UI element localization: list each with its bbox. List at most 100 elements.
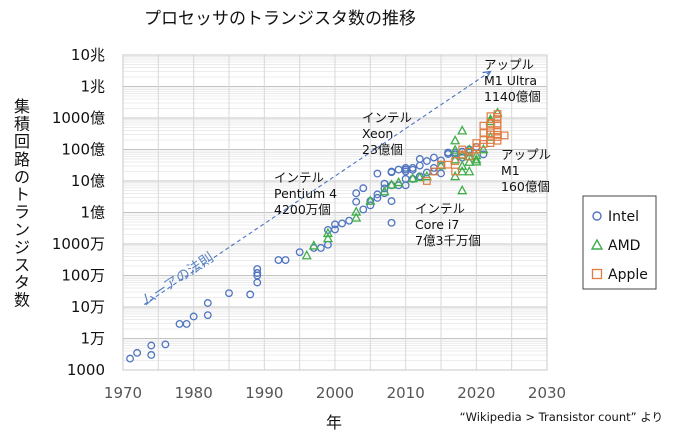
- legend-amd-marker: [590, 238, 604, 250]
- amd-point: [478, 143, 489, 154]
- chip-annotation: インテル Core i7 7億3千万個: [415, 201, 481, 248]
- amd-point: [351, 212, 362, 222]
- y-tick-label: 1000億: [52, 109, 105, 127]
- intel-point: [387, 218, 396, 227]
- apple-point: [451, 167, 460, 176]
- amd-point: [457, 149, 468, 160]
- apple-point: [472, 145, 481, 154]
- y-axis-title-char: 路: [14, 150, 30, 169]
- chip-annotation-line: 23億個: [362, 142, 403, 157]
- apple-point: [422, 177, 431, 185]
- amd-point: [351, 206, 362, 216]
- apple-point: [430, 167, 438, 176]
- amd-point: [301, 249, 312, 260]
- y-axis-title-char: タ: [14, 273, 30, 292]
- intel-point: [189, 312, 198, 321]
- intel-point: [253, 265, 262, 274]
- amd-point: [464, 165, 475, 176]
- intel-point: [359, 184, 368, 193]
- intel-point: [429, 153, 438, 162]
- y-axis-title-char: ジ: [14, 238, 30, 257]
- amd-point: [308, 240, 319, 250]
- intel-point: [437, 156, 445, 165]
- x-axis-title: 年: [326, 413, 342, 432]
- amd-point: [379, 185, 390, 196]
- intel-point: [373, 169, 382, 178]
- apple-point: [500, 131, 509, 140]
- amd-point: [450, 153, 461, 164]
- amd-point: [365, 195, 376, 205]
- y-axis-title-char: 積: [14, 115, 30, 134]
- amd-point: [457, 160, 468, 170]
- amd-point: [322, 232, 334, 243]
- y-tick-label: 1兆: [80, 78, 105, 96]
- y-tick-label: 100万: [61, 267, 105, 285]
- amd-point: [471, 149, 482, 160]
- y-axis-title-char: ス: [14, 255, 30, 274]
- chip-annotation-line: Pentium 4: [274, 186, 337, 201]
- y-tick-label: 10兆: [71, 46, 105, 64]
- intel-point: [147, 341, 156, 350]
- y-tick-label: 1億: [80, 204, 105, 222]
- chip-annotation-line: 7億3千万個: [415, 233, 481, 248]
- intel-point: [422, 157, 431, 165]
- amd-point: [386, 179, 397, 189]
- amd-point: [464, 156, 475, 166]
- legend-intel-marker: [592, 211, 602, 221]
- intel-point: [479, 150, 488, 159]
- y-tick-label: 100億: [61, 141, 105, 159]
- trend-arrowhead: [482, 70, 492, 79]
- intel-point: [352, 197, 361, 206]
- chip-annotation-line: インテル: [362, 110, 412, 125]
- plot-area: [122, 54, 548, 371]
- intel-point: [225, 289, 233, 298]
- amd-point: [393, 176, 404, 187]
- amd-point: [457, 165, 468, 176]
- amd-point: [407, 172, 418, 183]
- amd-point: [450, 170, 461, 181]
- chip-annotation-line: 160億個: [501, 179, 550, 194]
- apple-point: [493, 131, 502, 139]
- intel-point: [203, 311, 212, 320]
- apple-point: [479, 128, 488, 137]
- source-note: “Wikipedia > Transistor count” より: [460, 410, 663, 424]
- y-axis-title-char: 集: [14, 97, 30, 116]
- apple-point: [479, 121, 488, 130]
- intel-point: [366, 201, 375, 210]
- legend-label: Intel: [608, 209, 639, 225]
- x-tick-label: 1970: [104, 384, 142, 402]
- y-axis-title-char: 数: [14, 291, 30, 310]
- intel-point: [203, 299, 212, 307]
- y-axis-title-char: ト: [14, 185, 30, 204]
- intel-point: [401, 167, 410, 176]
- legend-label: Apple: [608, 267, 648, 283]
- intel-point: [253, 269, 262, 277]
- amd-point: [322, 227, 334, 238]
- chip-annotation-line: 1140億個: [484, 89, 541, 104]
- chip-annotation: インテル Xeon 23億個: [362, 110, 412, 157]
- chip-annotation-line: アップル: [484, 57, 534, 72]
- amd-point: [450, 135, 461, 145]
- amd-point: [485, 115, 496, 126]
- amd-point: [457, 184, 468, 195]
- intel-point: [373, 193, 382, 202]
- intel-point: [182, 319, 191, 328]
- y-tick-label: 10万: [71, 298, 105, 316]
- x-tick-label: 2020: [457, 384, 495, 402]
- intel-point: [387, 167, 396, 176]
- x-tick-label: 2000: [316, 384, 354, 402]
- legend-label: AMD: [608, 238, 640, 254]
- intel-point: [415, 155, 424, 163]
- intel-point: [387, 197, 396, 206]
- y-axis-title-char: ラ: [14, 203, 30, 222]
- apple-point: [493, 113, 502, 121]
- intel-point: [253, 278, 262, 287]
- legend: Intel AMD Apple: [582, 195, 657, 290]
- y-tick-label: 1万: [80, 330, 105, 348]
- apple-point: [486, 121, 495, 130]
- intel-point: [345, 216, 354, 225]
- intel-point: [126, 354, 135, 363]
- apple-point: [451, 157, 460, 165]
